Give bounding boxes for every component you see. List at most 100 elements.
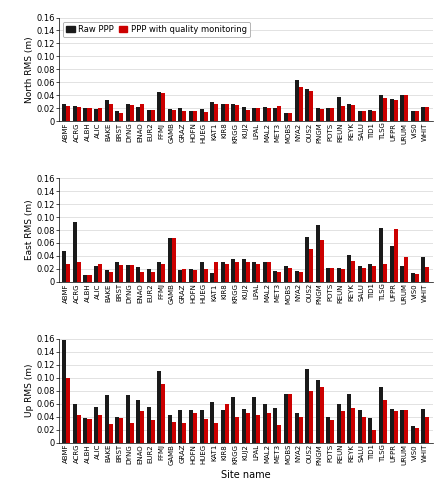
- Bar: [411, 274, 415, 282]
- Bar: [178, 410, 183, 442]
- Bar: [246, 262, 250, 282]
- Bar: [263, 404, 267, 442]
- Bar: [147, 110, 151, 121]
- Bar: [330, 268, 334, 282]
- Bar: [136, 107, 140, 121]
- Bar: [157, 371, 161, 442]
- Bar: [394, 228, 398, 282]
- Bar: [362, 111, 366, 121]
- Bar: [168, 414, 172, 442]
- Bar: [147, 269, 151, 282]
- Bar: [267, 262, 271, 282]
- Bar: [309, 250, 313, 282]
- Bar: [94, 407, 98, 442]
- Bar: [104, 100, 109, 121]
- Bar: [404, 257, 408, 282]
- Bar: [347, 104, 351, 121]
- Bar: [277, 272, 281, 282]
- Bar: [183, 269, 187, 282]
- Bar: [98, 414, 102, 442]
- Bar: [288, 268, 292, 282]
- Bar: [326, 416, 330, 442]
- Bar: [252, 108, 257, 121]
- Bar: [425, 416, 429, 442]
- Bar: [178, 108, 183, 121]
- Bar: [326, 268, 330, 282]
- Bar: [62, 104, 66, 121]
- Bar: [157, 262, 161, 282]
- Bar: [83, 276, 87, 282]
- Bar: [66, 264, 70, 282]
- Bar: [316, 380, 320, 442]
- Bar: [66, 378, 70, 442]
- Bar: [351, 408, 355, 442]
- Bar: [172, 238, 176, 282]
- Bar: [140, 412, 144, 442]
- Bar: [274, 108, 277, 121]
- Bar: [257, 264, 260, 282]
- Bar: [200, 109, 204, 121]
- Y-axis label: Up RMS (m): Up RMS (m): [24, 364, 34, 418]
- Bar: [246, 414, 250, 442]
- Bar: [267, 414, 271, 442]
- Bar: [372, 111, 377, 121]
- X-axis label: Site name: Site name: [221, 470, 271, 480]
- Bar: [189, 410, 193, 442]
- Bar: [136, 400, 140, 442]
- Bar: [136, 267, 140, 282]
- Bar: [115, 111, 119, 121]
- Bar: [200, 262, 204, 282]
- Bar: [231, 104, 235, 121]
- Bar: [320, 240, 324, 282]
- Bar: [73, 222, 77, 282]
- Bar: [130, 105, 134, 121]
- Bar: [358, 266, 362, 282]
- Bar: [225, 264, 229, 282]
- Bar: [421, 409, 425, 442]
- Bar: [119, 265, 123, 282]
- Bar: [358, 111, 362, 121]
- Bar: [161, 264, 165, 282]
- Bar: [277, 106, 281, 121]
- Bar: [309, 90, 313, 121]
- Bar: [320, 110, 324, 121]
- Bar: [400, 95, 404, 121]
- Bar: [284, 112, 288, 121]
- Bar: [66, 106, 70, 121]
- Legend: Raw PPP, PPP with quality monitoring: Raw PPP, PPP with quality monitoring: [63, 22, 250, 38]
- Bar: [204, 112, 208, 121]
- Bar: [372, 430, 377, 442]
- Bar: [151, 272, 155, 282]
- Bar: [415, 428, 419, 442]
- Bar: [383, 264, 387, 282]
- Bar: [178, 270, 183, 282]
- Bar: [411, 426, 415, 442]
- Bar: [400, 266, 404, 282]
- Bar: [242, 259, 246, 282]
- Bar: [225, 104, 229, 121]
- Bar: [316, 225, 320, 282]
- Bar: [320, 388, 324, 442]
- Bar: [341, 412, 345, 442]
- Bar: [383, 98, 387, 121]
- Bar: [109, 104, 113, 121]
- Bar: [394, 100, 398, 121]
- Bar: [193, 414, 197, 442]
- Bar: [362, 268, 366, 282]
- Bar: [295, 80, 298, 121]
- Bar: [368, 264, 372, 282]
- Bar: [231, 397, 235, 442]
- Bar: [298, 416, 302, 442]
- Bar: [379, 228, 383, 282]
- Bar: [288, 112, 292, 121]
- Bar: [115, 262, 119, 282]
- Bar: [119, 112, 123, 121]
- Bar: [204, 418, 208, 442]
- Bar: [368, 110, 372, 121]
- Bar: [161, 94, 165, 121]
- Y-axis label: North RMS (m): North RMS (m): [24, 36, 34, 102]
- Bar: [221, 262, 225, 282]
- Bar: [115, 416, 119, 442]
- Bar: [62, 250, 66, 282]
- Bar: [242, 409, 246, 442]
